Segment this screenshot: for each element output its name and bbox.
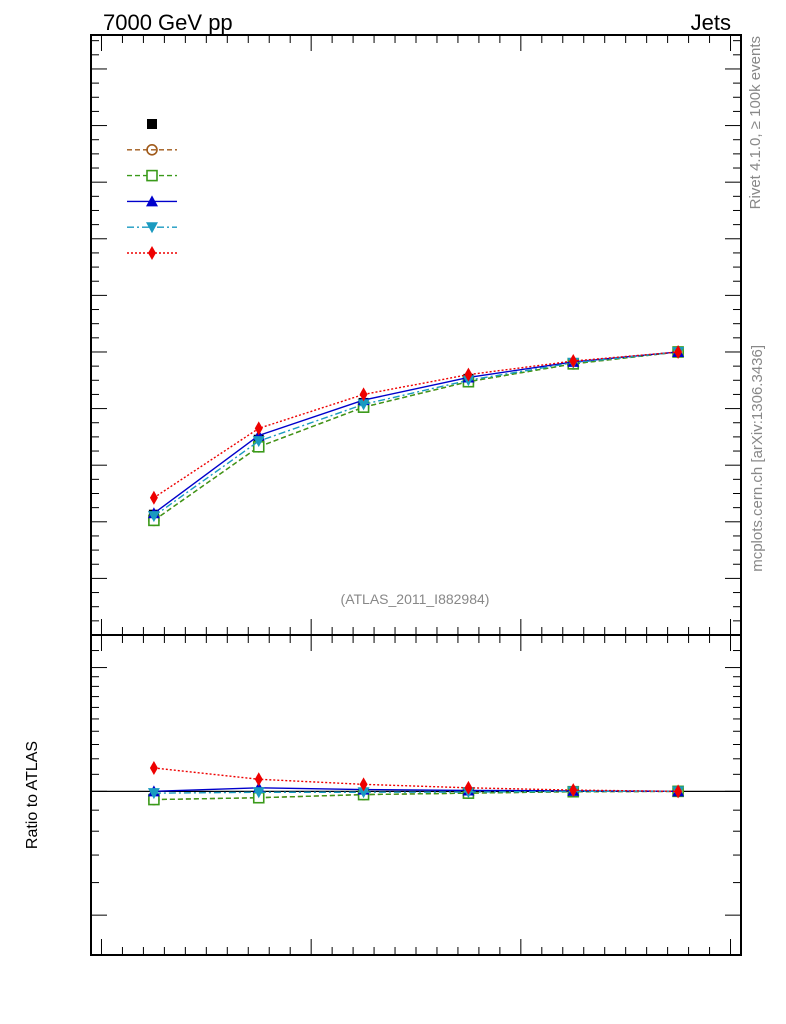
main-data-point (147, 511, 160, 523)
main-series-line (153, 351, 679, 499)
main-data-point (674, 344, 683, 359)
main-data-point (252, 436, 265, 448)
ratio-data-point (674, 784, 683, 799)
ratio-data-point (252, 787, 265, 799)
ratio-series-line (153, 790, 679, 794)
main-series-line (153, 351, 679, 517)
ratio-data-point (254, 772, 263, 787)
ratio-series-line (153, 767, 679, 793)
legend (127, 119, 177, 260)
legend-marker (146, 222, 158, 234)
main-data-point (464, 367, 473, 382)
analysis-label: (ATLAS_2011_I882984) (341, 591, 490, 607)
ratio-data-point (359, 777, 368, 792)
legend-marker (147, 119, 157, 129)
main-series-line (153, 351, 679, 521)
main-frame (90, 34, 742, 636)
rivet-label: Rivet 4.1.0, ≥ 100k events (747, 36, 764, 209)
ratio-data-point (147, 788, 160, 800)
ratio-data-point (569, 783, 578, 798)
ratio-data-point (464, 780, 473, 795)
legend-marker (146, 144, 158, 156)
process-label: Jets (691, 10, 731, 35)
ratio-plot (90, 634, 742, 956)
legend-marker (146, 169, 158, 182)
main-series-line (153, 351, 679, 521)
main-series-line (153, 351, 679, 514)
main-plot (90, 34, 742, 636)
legend-marker (146, 195, 158, 207)
main-data-point (254, 421, 263, 436)
ratio-frame (90, 634, 742, 956)
main-data-point (149, 490, 158, 505)
main-data-point (357, 399, 370, 411)
ratio-data-point (149, 760, 158, 775)
main-data-point (569, 354, 578, 369)
source-label: mcplots.cern.ch [arXiv:1306.3436] (749, 345, 766, 572)
ratio-data-point (357, 787, 370, 799)
energy-label: 7000 GeV pp (103, 10, 233, 35)
legend-marker (148, 246, 156, 260)
main-data-point (359, 387, 368, 402)
ratio-ylabel: Ratio to ATLAS (24, 741, 41, 849)
